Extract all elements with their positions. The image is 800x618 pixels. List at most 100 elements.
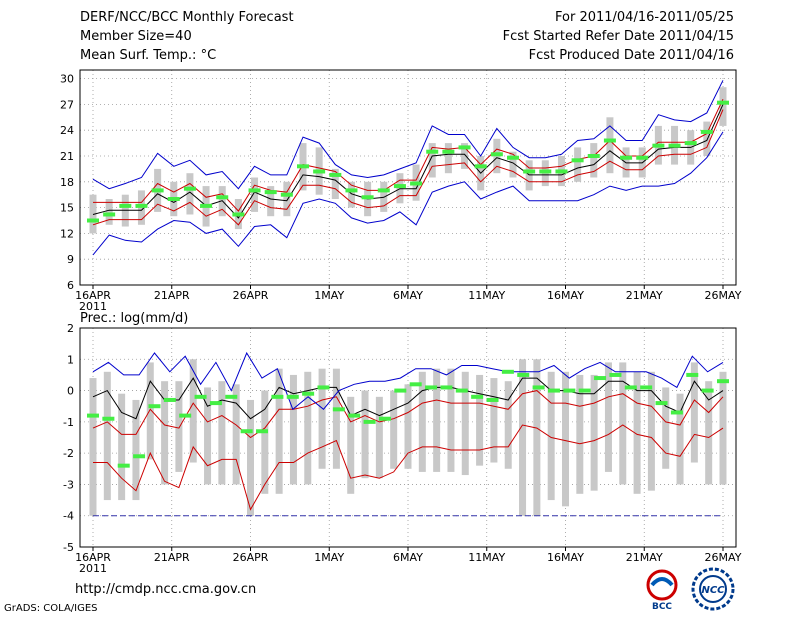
mode-marker [394, 388, 407, 393]
mode-marker [280, 192, 293, 197]
ensemble-bar [703, 121, 711, 156]
series-min [92, 131, 724, 256]
mode-marker [256, 429, 269, 434]
y-tick-label: 15 [60, 202, 74, 215]
mode-marker [225, 394, 238, 399]
mode-marker [532, 385, 545, 390]
x-tick-label: 21APR [154, 289, 190, 302]
ensemble-bar [304, 371, 312, 485]
mode-marker [486, 397, 499, 402]
ensemble-bar [562, 371, 569, 507]
mode-marker [655, 401, 668, 406]
mode-marker [652, 143, 665, 148]
ensemble-bar [175, 381, 183, 472]
mode-marker [286, 394, 299, 399]
ensemble-bar [461, 371, 469, 476]
ensemble-bar [103, 371, 111, 501]
mode-marker [563, 388, 576, 393]
x-tick-label: 1MAY [314, 289, 344, 302]
y-tick-label: 27 [60, 98, 74, 111]
mode-marker [87, 218, 99, 223]
mode-marker [332, 407, 345, 412]
variable-label: Mean Surf. Temp.: °C [80, 48, 217, 63]
ensemble-bar [490, 378, 498, 463]
ensemble-bar [146, 362, 154, 460]
x-tick-label: 16APR [75, 289, 111, 302]
mode-marker [183, 186, 196, 191]
ensemble-bar [519, 359, 527, 516]
series-mean [92, 104, 724, 219]
svg-text:BCC: BCC [652, 602, 672, 611]
ensemble-bar [375, 396, 383, 479]
mode-marker [501, 369, 514, 374]
x-tick-label: 16APR [75, 551, 111, 564]
mode-marker [425, 385, 438, 390]
y-tick-label: -5 [63, 541, 74, 554]
y-tick-label: 9 [67, 253, 74, 266]
x-tick-label: 21APR [154, 551, 190, 564]
mode-marker [163, 397, 176, 402]
ensemble-bar [161, 381, 169, 485]
x-tick-label: 6MAY [393, 551, 423, 564]
y-tick-label: 0 [67, 385, 74, 398]
footer-url[interactable]: http://cmdp.ncc.cma.gov.cn [75, 582, 257, 597]
ensemble-bar [189, 359, 197, 463]
x-tick-label: 26APR [233, 289, 269, 302]
mode-marker [317, 385, 330, 390]
mode-marker [594, 376, 607, 381]
ensemble-bar [318, 368, 326, 469]
mode-marker [313, 169, 326, 174]
mode-marker [571, 158, 584, 163]
ensemble-bar [289, 374, 297, 485]
x-tick-sublabel: 2011 [79, 562, 107, 575]
mode-marker [517, 372, 530, 377]
y-tick-label: -3 [63, 478, 74, 491]
ensemble-bar [547, 371, 555, 501]
mode-marker [636, 155, 649, 160]
ensemble-bar [347, 181, 355, 208]
ensemble-bar [447, 368, 455, 472]
mode-marker [717, 379, 729, 384]
y-tick-label: -1 [63, 416, 74, 429]
ensemble-bar [705, 381, 713, 485]
precip-panel-title: Prec.: log(mm/d) [80, 311, 188, 326]
ensemble-bar [533, 359, 541, 516]
mode-marker [363, 419, 376, 424]
mode-marker [474, 164, 487, 169]
member-size: Member Size=40 [80, 29, 192, 44]
ensemble-bar [504, 381, 512, 469]
ensemble-bar [332, 368, 340, 469]
ensemble-bar [261, 390, 269, 494]
ensemble-bar [218, 381, 226, 485]
ensemble-bar [390, 390, 398, 469]
mode-marker [455, 388, 468, 393]
mode-marker [194, 394, 207, 399]
mode-marker [442, 149, 455, 154]
mode-marker [377, 188, 390, 193]
mode-marker [426, 149, 439, 154]
ensemble-bar [232, 384, 240, 485]
mode-marker [271, 394, 284, 399]
ensemble-bar [275, 368, 283, 494]
mode-marker [240, 429, 253, 434]
produced-date: Fcst Produced Date 2011/04/16 [528, 48, 734, 63]
mode-marker [102, 416, 115, 421]
ensemble-bar [132, 399, 140, 501]
mode-marker [624, 385, 637, 390]
y-tick-label: 1 [67, 353, 74, 366]
mode-marker [264, 190, 277, 195]
mode-marker [523, 169, 536, 174]
ensemble-bar [509, 151, 517, 178]
mode-marker [410, 181, 423, 186]
mode-marker [348, 413, 361, 418]
y-tick-label: 21 [60, 150, 74, 163]
ensemble-bar [251, 177, 259, 212]
ensemble-bar [267, 186, 275, 217]
ensemble-bar [590, 143, 598, 178]
forecast-period: For 2011/04/16-2011/05/25 [555, 10, 734, 25]
x-tick-sublabel: 2011 [79, 300, 107, 313]
x-tick-label: 16MAY [547, 289, 584, 302]
mode-marker [440, 385, 453, 390]
x-tick-label: 26APR [233, 551, 269, 564]
